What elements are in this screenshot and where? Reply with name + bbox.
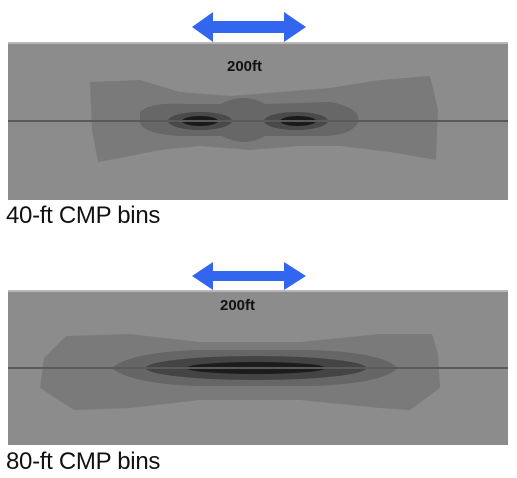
panel-80ft-bins: 200ft 80-ft CMP bins bbox=[0, 238, 517, 478]
panel-80ft-figure bbox=[8, 262, 508, 445]
scale-double-arrow bbox=[192, 262, 306, 290]
panel-40ft-figure bbox=[8, 12, 508, 200]
panel-caption: 40-ft CMP bins bbox=[6, 202, 161, 229]
panel-caption: 80-ft CMP bins bbox=[6, 448, 161, 475]
scale-label: 200ft bbox=[227, 58, 263, 75]
panel-40ft-bins: 200ft 40-ft CMP bins bbox=[6, 12, 508, 229]
scale-label: 200ft bbox=[220, 297, 256, 314]
scale-double-arrow bbox=[192, 12, 306, 42]
